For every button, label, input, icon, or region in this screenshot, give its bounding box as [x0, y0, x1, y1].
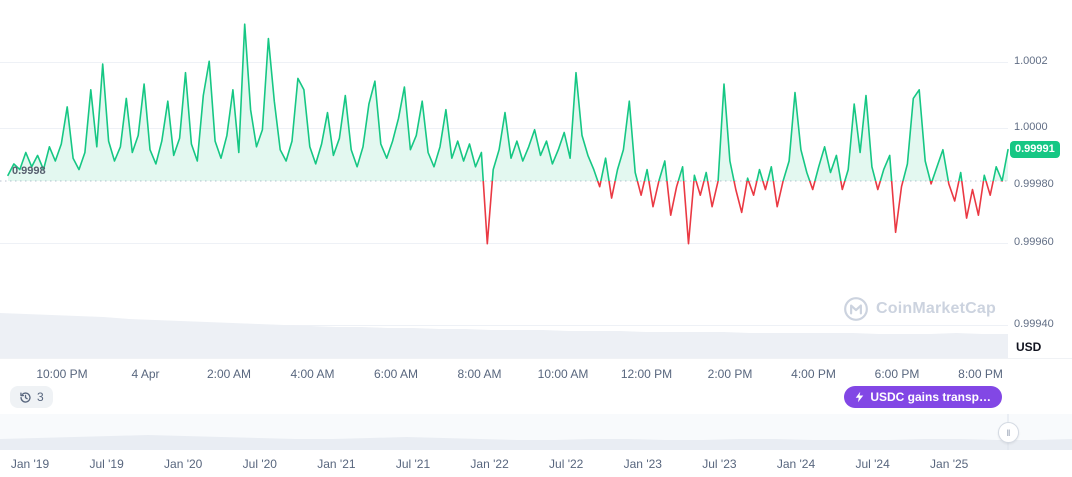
timeline-labels: Jan '19 Jul '19 Jan '20 Jul '20 Jan '21 Jul '… [0, 457, 1072, 477]
range-area-canvas [0, 414, 1072, 450]
timeline-label: Jul '21 [395, 457, 431, 471]
baseline-price-label: 0.9998 [12, 165, 46, 177]
timeline-label: Jul '20 [242, 457, 277, 471]
time-axis-label: 12:00 PM [620, 367, 673, 381]
timeline-label: Jan '25 [930, 457, 969, 471]
news-label: USDC gains transp… [870, 390, 991, 404]
watermark-text: CoinMarketCap [876, 300, 996, 317]
y-axis-label: 1.0002 [1014, 55, 1048, 67]
history-button[interactable]: 3 [10, 386, 53, 408]
history-icon [20, 391, 31, 403]
drag-handle-icon: ‖ [1006, 427, 1011, 438]
time-axis: 10:00 PM 4 Apr 2:00 AM 4:00 AM 6:00 AM 8:00 A… [0, 358, 1072, 385]
timeline-label: Jul '24 [855, 457, 890, 471]
timeline-label: Jan '20 [164, 457, 203, 471]
price-chart-canvas[interactable] [0, 0, 1072, 358]
time-axis-label: 4:00 AM [290, 367, 335, 381]
time-axis-label: 10:00 AM [537, 367, 589, 381]
current-price-badge: 0.99991 [1010, 141, 1060, 158]
time-axis-label: 6:00 PM [874, 367, 920, 381]
news-announcement-badge[interactable]: USDC gains transp… [844, 386, 1002, 408]
currency-unit-label: USD [1016, 340, 1042, 354]
date-range-navigator[interactable]: ‖ [0, 414, 1072, 450]
timeline-label: Jul '19 [89, 457, 124, 471]
price-chart[interactable]: 1.0002 1.0000 0.99980 0.99960 0.99940 0.9999… [0, 0, 1072, 358]
timeline-label: Jan '21 [317, 457, 356, 471]
range-slider-handle[interactable]: ‖ [998, 422, 1019, 443]
time-axis-label: 8:00 PM [958, 367, 1003, 381]
timeline-label: Jan '23 [623, 457, 662, 471]
time-axis-label: 6:00 AM [373, 367, 419, 381]
time-axis-label: 8:00 AM [457, 367, 502, 381]
timeline-label: Jul '22 [549, 457, 584, 471]
time-axis-label: 4 Apr [131, 367, 160, 381]
timeline-label: Jan '19 [10, 457, 50, 471]
coinmarketcap-logo-icon [844, 297, 868, 321]
coinmarketcap-watermark: CoinMarketCap [843, 296, 996, 322]
time-axis-label: 4:00 PM [791, 367, 836, 381]
time-axis-label: 10:00 PM [36, 367, 88, 381]
history-count: 3 [37, 390, 44, 404]
chart-toolbar: 3 USDC gains transp… [0, 386, 1072, 412]
y-axis-label: 0.99940 [1014, 318, 1054, 330]
timeline-label: Jul '23 [702, 457, 737, 471]
time-axis-label: 2:00 PM [707, 367, 753, 381]
timeline-label: Jan '24 [776, 457, 816, 471]
y-axis-label: 1.0000 [1014, 121, 1048, 133]
y-axis-label: 0.99960 [1014, 236, 1054, 248]
lightning-icon [855, 391, 864, 403]
timeline-label: Jan '22 [470, 457, 509, 471]
y-axis-label: 0.99980 [1014, 178, 1054, 190]
time-axis-label: 2:00 AM [206, 367, 252, 381]
